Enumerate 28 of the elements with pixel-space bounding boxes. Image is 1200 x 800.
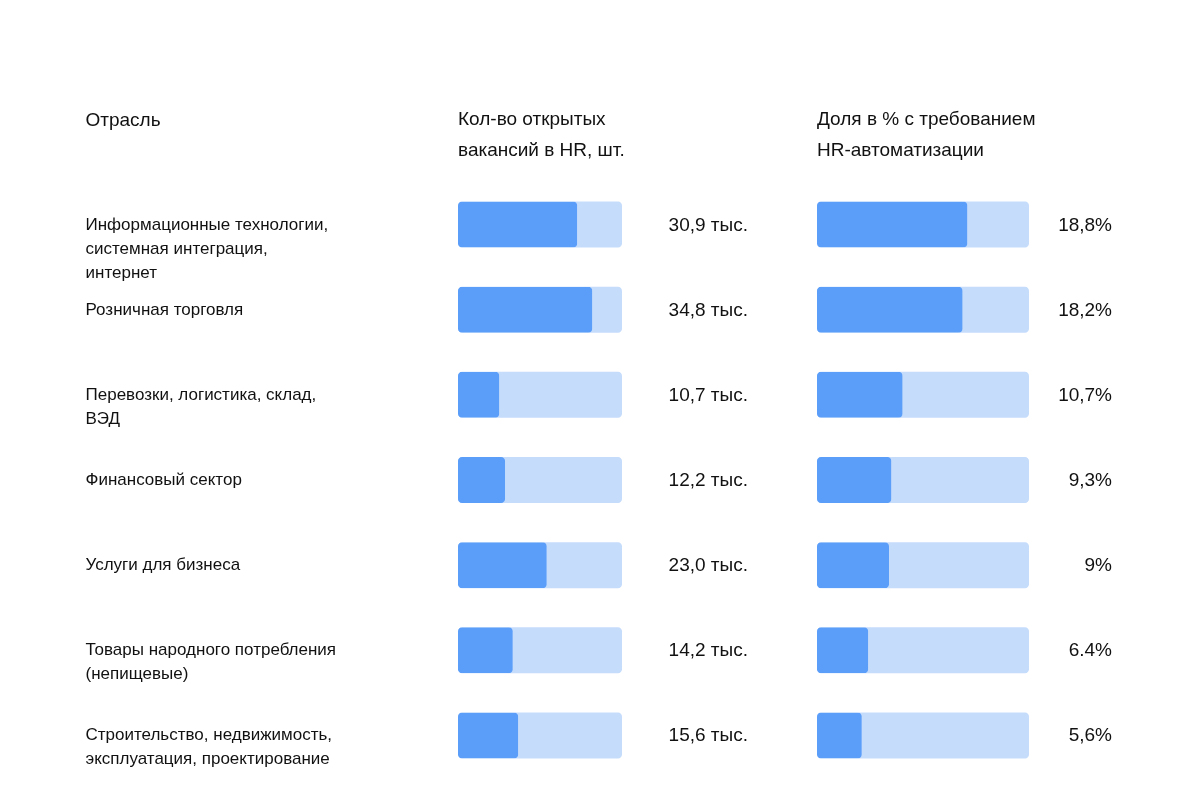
chart-title: Доля в % с требованием HR-автоматизации [817, 108, 1036, 160]
data-label: 9% [1084, 554, 1113, 576]
data-label: 30,9 тыс. [668, 213, 748, 235]
data-label: 12,2 тыс. [668, 469, 748, 490]
data-label: 23,0 тыс. [668, 554, 748, 576]
data-label: 18,8% [1058, 213, 1113, 235]
bar [817, 627, 869, 674]
data-label: 14,2 тыс. [668, 639, 748, 661]
y-tick-label: Финансовый сектор [85, 470, 242, 489]
bar [458, 371, 500, 418]
data-label: 34,8 тыс. [668, 298, 748, 320]
data-label: 10,7 тыс. [668, 383, 748, 405]
y-tick-label: Строительство, недвижимость, эксплуатация, проектирование [85, 725, 333, 769]
data-label: 10,7% [1058, 383, 1113, 405]
y-tick-label: Информационные технологии, системная интеграция, интернет [85, 214, 329, 282]
data-label: 18,2% [1058, 298, 1113, 320]
y-tick-label: Товары народного потребления (непищевые) [85, 640, 337, 684]
y-axis-title: Отрасль [85, 108, 161, 130]
chart-title: Кол-во открытых вакансий в HR, шт. [458, 108, 625, 160]
bar [458, 457, 506, 503]
y-tick-label: Услуги для бизнеса [85, 555, 241, 575]
data-label: 5,6% [1068, 724, 1113, 746]
y-tick-label: Перевозки, логистика, склад, ВЭД [85, 384, 317, 428]
y-tick-label: Розничная торговля [85, 299, 244, 319]
data-label: 9,3% [1068, 469, 1113, 490]
data-label: 6.4% [1068, 639, 1113, 661]
data-label: 15,6 тыс. [668, 724, 748, 746]
bar [817, 712, 862, 759]
